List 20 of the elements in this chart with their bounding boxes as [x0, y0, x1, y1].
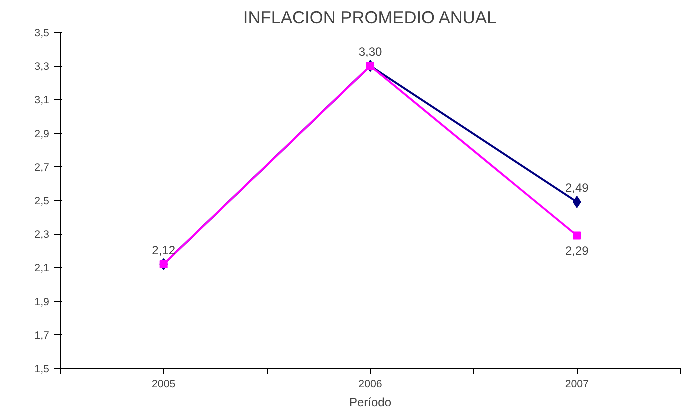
- y-tick-label: 2,5: [34, 196, 50, 208]
- y-tick-label: 1,9: [34, 296, 50, 308]
- y-tick-label: 1,5: [34, 364, 50, 376]
- data-label: 2,49: [565, 181, 590, 196]
- y-tick-label: 2,9: [34, 128, 50, 140]
- chart-title: INFLACION PROMEDIO ANUAL: [243, 8, 497, 28]
- data-label: 2,29: [565, 244, 590, 258]
- y-tick-label: 2,7: [34, 162, 50, 174]
- x-axis-title: Período: [349, 396, 392, 410]
- data-label: 3,30: [358, 45, 383, 60]
- y-tick-label: 1,7: [34, 330, 50, 342]
- x-tick-label: 2005: [152, 378, 176, 390]
- x-tick-label: 2007: [565, 378, 590, 390]
- y-tick-label: 3,1: [34, 94, 50, 107]
- y-tick-label: 3,5: [34, 28, 50, 40]
- y-tick-label: 3,3: [34, 61, 50, 74]
- x-tick-label: 2006: [358, 378, 382, 390]
- y-tick-label: 2,3: [34, 229, 50, 242]
- data-label: 2,12: [152, 243, 176, 258]
- y-tick-label: 2,1: [34, 262, 50, 275]
